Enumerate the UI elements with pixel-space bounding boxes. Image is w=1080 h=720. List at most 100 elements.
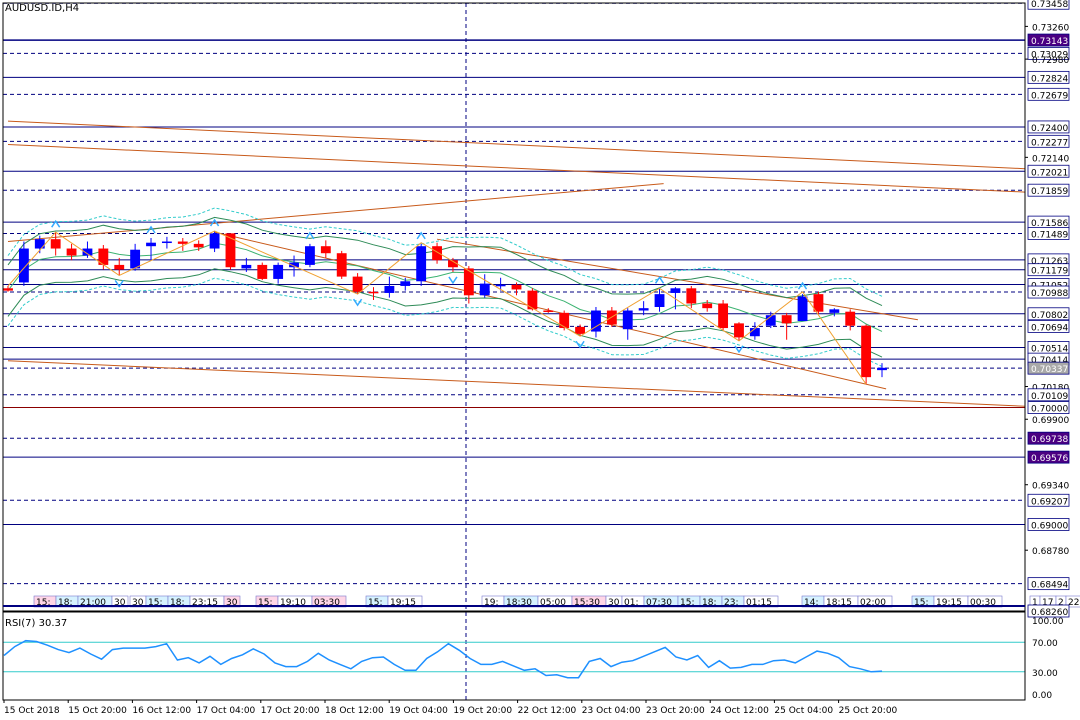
price-tag [1027, 401, 1070, 414]
price-scale-label: 0.73260 [1032, 23, 1069, 33]
candle-body [702, 303, 713, 309]
fractal-arrow [51, 219, 61, 228]
candle-body [495, 284, 506, 287]
candle-body [448, 260, 458, 268]
time-axis-label: 24 Oct 12:00 [710, 706, 769, 716]
time-box-label: 03:30 [314, 598, 340, 608]
main-frame [2, 2, 1026, 612]
time-box-label: 07:30 [646, 598, 672, 608]
symbol-label: AUDUSD.ID,H4 [5, 3, 80, 14]
price-scale-label: 0.69900 [1032, 416, 1069, 426]
fractal-arrow [448, 276, 458, 285]
candle-body [638, 308, 649, 311]
time-axis-label: 15 Oct 20:00 [68, 706, 127, 716]
rsi-scale-label: 100.00 [1032, 617, 1064, 627]
time-box-label: 30 [132, 598, 144, 608]
candle-body [130, 249, 141, 269]
price-scale-label: 0.72140 [1032, 154, 1069, 164]
candle-body [18, 248, 29, 283]
candle-body [50, 239, 61, 249]
candle-body [34, 239, 45, 249]
price-tag-label: 0.73143 [1031, 37, 1068, 47]
candle-body [305, 246, 315, 265]
price-tag [1027, 431, 1070, 445]
price-tag-label: 0.72824 [1031, 74, 1068, 84]
price-scale-label: 0.68780 [1032, 547, 1069, 557]
candle-body [718, 303, 729, 329]
price-tag [1027, 164, 1070, 178]
time-axis-label: 23 Oct 20:00 [646, 706, 705, 716]
candle-body [575, 326, 585, 334]
time-box-label: 1 [1032, 598, 1038, 608]
price-tag [1027, 87, 1070, 101]
time-axis-label: 25 Oct 04:00 [774, 706, 833, 716]
candle-body [463, 268, 474, 296]
rsi-panel [3, 639, 1025, 679]
candle-body [400, 281, 411, 286]
candle-body [98, 248, 109, 265]
candle-body [845, 311, 856, 326]
time-axis-label: 23 Oct 04:00 [582, 706, 641, 716]
price-tag-label: 0.70802 [1031, 311, 1068, 321]
trendlines-layer [7, 120, 1026, 407]
price-tag-label: 0.72679 [1031, 91, 1068, 101]
time-box-label: 15: [680, 598, 694, 608]
fractal-arrow [209, 218, 220, 227]
price-tag [1027, 0, 1070, 10]
rsi-scale-label: 70.00 [1032, 639, 1058, 649]
candle-body [511, 284, 522, 290]
price-tag-label: 0.69738 [1031, 435, 1068, 445]
price-tag [1027, 388, 1070, 402]
price-tag-label: 0.71489 [1031, 230, 1068, 240]
price-tag-label: 0.69207 [1031, 497, 1068, 507]
candle-body [66, 248, 77, 256]
time-axis-label: 19 Oct 20:00 [453, 706, 512, 716]
trendline [7, 120, 1026, 170]
rsi-label: RSI(7) 30.37 [5, 618, 68, 629]
price-tag-label: 0.73458 [1031, 0, 1068, 10]
candle-body [432, 246, 442, 261]
trendline [214, 231, 887, 390]
envelope-line [7, 242, 883, 332]
candle-body [829, 309, 840, 313]
candle-body [273, 264, 284, 279]
time-box-label: 30 [226, 598, 238, 608]
time-box-label: 18:15 [826, 598, 852, 608]
candle-body [352, 276, 363, 292]
price-tag [1027, 361, 1070, 375]
envelope-line [7, 216, 883, 307]
price-tag-label: 0.69000 [1031, 521, 1068, 531]
trendline [7, 183, 664, 243]
fractal-arrow [352, 298, 363, 307]
time-box-label: 18: [702, 598, 716, 608]
candle-body [670, 288, 681, 293]
candle-body [384, 285, 395, 293]
time-box-label: 17 [1042, 598, 1053, 608]
price-tag-label: 0.70337 [1031, 365, 1068, 375]
zigzag-line [7, 230, 867, 385]
envelope-line [7, 207, 883, 297]
candles-layer [3, 231, 887, 385]
time-box-label: 15: [914, 598, 928, 608]
rsi-scale-label: 0.00 [1032, 691, 1052, 701]
fractal-arrow [575, 340, 585, 349]
price-tag-label: 0.70988 [1031, 289, 1068, 299]
price-tag [1027, 604, 1070, 618]
time-box-label: 15: [148, 598, 162, 608]
fractal-arrow [305, 231, 315, 240]
candle-body [765, 315, 776, 326]
price-tag [1027, 577, 1070, 591]
horizontal-levels-layer [3, 2, 1025, 612]
time-box-label: 21:00 [80, 598, 106, 608]
price-tag-label: 0.69576 [1031, 454, 1068, 464]
rsi-scale-label: 30.00 [1032, 669, 1058, 679]
time-axis-label: 15 Oct 2018 [4, 706, 60, 716]
time-box-label: 19:15 [936, 598, 962, 608]
price-tag-label: 0.71179 [1031, 267, 1068, 277]
time-box-label: 23:15 [192, 598, 218, 608]
envelope-layer [7, 207, 883, 367]
price-tag [1027, 70, 1070, 84]
time-axis-label: 19 Oct 04:00 [389, 706, 448, 716]
time-axis-label: 16 Oct 12:00 [132, 706, 191, 716]
